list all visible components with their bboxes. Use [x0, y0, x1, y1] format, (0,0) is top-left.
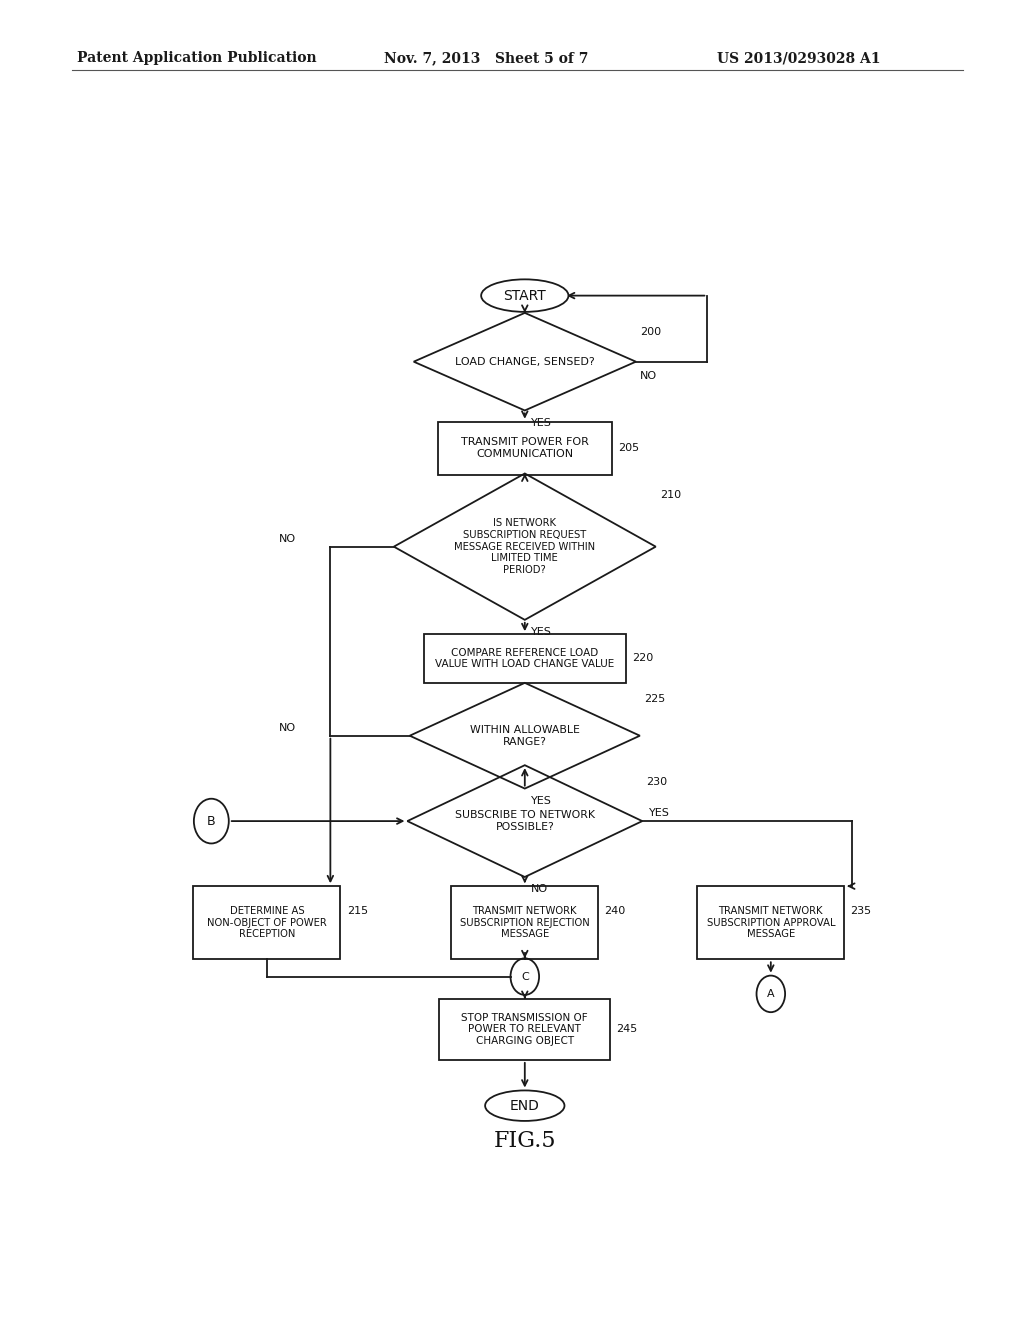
Text: YES: YES	[648, 808, 670, 818]
Text: A: A	[767, 989, 774, 999]
Text: 215: 215	[347, 906, 368, 916]
Text: NO: NO	[640, 371, 657, 381]
Text: NO: NO	[531, 884, 548, 894]
Text: Patent Application Publication: Patent Application Publication	[77, 51, 316, 65]
Text: IS NETWORK
SUBSCRIPTION REQUEST
MESSAGE RECEIVED WITHIN
LIMITED TIME
PERIOD?: IS NETWORK SUBSCRIPTION REQUEST MESSAGE …	[455, 519, 595, 576]
Text: SUBSCRIBE TO NETWORK
POSSIBLE?: SUBSCRIBE TO NETWORK POSSIBLE?	[455, 810, 595, 832]
Text: FIG.5: FIG.5	[494, 1130, 556, 1152]
Text: LOAD CHANGE, SENSED?: LOAD CHANGE, SENSED?	[455, 356, 595, 367]
Text: TRANSMIT NETWORK
SUBSCRIPTION APPROVAL
MESSAGE: TRANSMIT NETWORK SUBSCRIPTION APPROVAL M…	[707, 906, 835, 940]
Text: WITHIN ALLOWABLE
RANGE?: WITHIN ALLOWABLE RANGE?	[470, 725, 580, 747]
Text: END: END	[510, 1098, 540, 1113]
Text: TRANSMIT POWER FOR
COMMUNICATION: TRANSMIT POWER FOR COMMUNICATION	[461, 437, 589, 459]
Text: 230: 230	[646, 777, 668, 787]
Text: US 2013/0293028 A1: US 2013/0293028 A1	[717, 51, 881, 65]
Text: TRANSMIT NETWORK
SUBSCRIPTION REJECTION
MESSAGE: TRANSMIT NETWORK SUBSCRIPTION REJECTION …	[460, 906, 590, 940]
Text: 205: 205	[618, 444, 640, 453]
Text: 200: 200	[640, 327, 662, 338]
Text: DETERMINE AS
NON-OBJECT OF POWER
RECEPTION: DETERMINE AS NON-OBJECT OF POWER RECEPTI…	[207, 906, 327, 940]
Text: NO: NO	[279, 533, 296, 544]
Text: START: START	[504, 289, 546, 302]
Text: YES: YES	[531, 627, 552, 638]
Text: Nov. 7, 2013   Sheet 5 of 7: Nov. 7, 2013 Sheet 5 of 7	[384, 51, 589, 65]
Text: 210: 210	[659, 491, 681, 500]
Text: 245: 245	[616, 1024, 638, 1035]
Text: 225: 225	[644, 694, 666, 704]
Text: COMPARE REFERENCE LOAD
VALUE WITH LOAD CHANGE VALUE: COMPARE REFERENCE LOAD VALUE WITH LOAD C…	[435, 648, 614, 669]
Text: C: C	[521, 972, 528, 982]
Text: 235: 235	[851, 906, 871, 916]
Text: YES: YES	[531, 796, 552, 805]
Text: STOP TRANSMISSION OF
POWER TO RELEVANT
CHARGING OBJECT: STOP TRANSMISSION OF POWER TO RELEVANT C…	[462, 1012, 588, 1045]
Text: 220: 220	[633, 653, 653, 664]
Text: NO: NO	[279, 722, 296, 733]
Text: B: B	[207, 814, 216, 828]
Text: YES: YES	[531, 417, 552, 428]
Text: 240: 240	[604, 906, 626, 916]
